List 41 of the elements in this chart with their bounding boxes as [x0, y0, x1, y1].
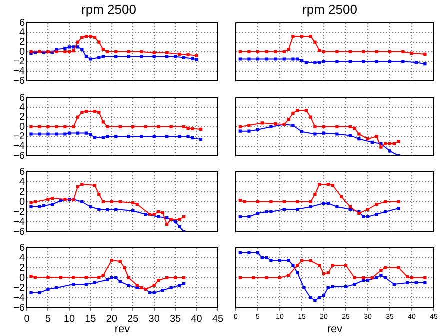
y-tick-label: 0	[19, 46, 26, 58]
x-axis-title: rev	[114, 323, 131, 336]
y-tick-label: −2	[14, 282, 26, 294]
x-tick-label: 20	[106, 314, 118, 325]
y-tick-label: 4	[19, 252, 26, 264]
y-tick-label: −6	[14, 76, 26, 87]
y-tick-label: 4	[19, 27, 26, 38]
x-tick-label: 35	[170, 314, 182, 325]
x-tick-label: 5	[45, 314, 52, 325]
y-tick-label: 2	[19, 186, 26, 198]
y-tick-label: 6	[19, 92, 26, 104]
y-tick-label: 6	[19, 18, 26, 29]
y-tick-label: −4	[14, 141, 26, 152]
x-axis-title: rev	[327, 323, 344, 336]
y-tick-label: 2	[19, 37, 26, 48]
y-tick-label: −2	[14, 131, 26, 142]
x-tick-label: 10	[64, 314, 76, 325]
chart-title: rpm 2500	[82, 2, 136, 18]
y-tick-label: 0	[19, 272, 26, 284]
y-tick-label: 0	[19, 196, 26, 208]
y-tick-label: −6	[14, 150, 26, 162]
x-tick-label: 45	[212, 314, 224, 325]
y-tick-label: 2	[19, 112, 26, 124]
x-tick-label: 25	[128, 314, 140, 325]
y-tick-label: 4	[19, 102, 26, 114]
y-tick-label: 2	[19, 262, 26, 274]
y-tick-label: −4	[14, 292, 26, 304]
y-tick-label: 6	[19, 166, 26, 178]
y-tick-label: 4	[19, 176, 26, 188]
y-tick-label: 6	[19, 242, 26, 254]
y-tick-label: −2	[14, 206, 26, 218]
x-tick-label: 40	[191, 314, 203, 325]
chart-title: rpm 2500	[302, 2, 358, 18]
x-tick-label: 30	[148, 314, 160, 325]
y-tick-label: −6	[14, 302, 26, 314]
x-tick-label: 15	[85, 314, 97, 325]
y-tick-label: −4	[14, 216, 26, 228]
y-tick-label: 0	[19, 122, 26, 133]
y-tick-label: −2	[14, 56, 26, 68]
y-tick-label: −6	[14, 226, 26, 238]
y-tick-label: −4	[14, 66, 26, 78]
